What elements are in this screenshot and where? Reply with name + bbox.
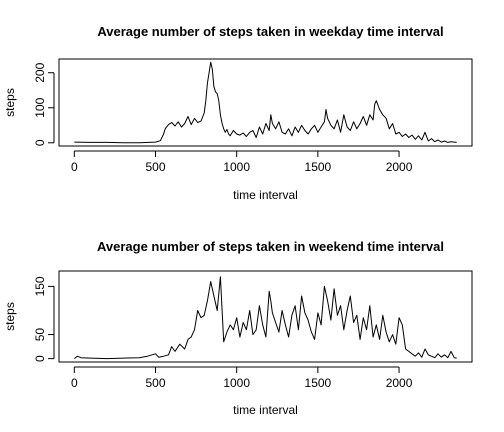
chart-2-x-tick-label: 1000 xyxy=(223,376,250,390)
chart-2-x-tick-label: 500 xyxy=(145,376,165,390)
chart-2-y-axis-label: steps xyxy=(3,302,17,331)
chart-2-frame xyxy=(58,270,473,363)
chart-1-x-axis-label: time interval xyxy=(233,188,298,202)
chart-2-x-tick-label: 0 xyxy=(71,376,78,390)
chart-1-title: Average number of steps taken in weekday… xyxy=(97,24,443,39)
chart-1-frame xyxy=(58,58,473,147)
chart-2-title: Average number of steps taken in weekend… xyxy=(97,239,444,254)
chart-2-y-tick-label: 0 xyxy=(33,355,47,362)
chart-1-y-axis-label: steps xyxy=(3,88,17,117)
chart-1-x-tick-label: 0 xyxy=(71,160,78,174)
chart-1-x-tick-label: 2000 xyxy=(386,160,413,174)
chart-1-x-tick-label: 1000 xyxy=(223,160,250,174)
chart-1-y-tick-label: 200 xyxy=(33,62,47,82)
chart-2-y-tick-label: 150 xyxy=(33,276,47,296)
chart-1-x-tick-label: 500 xyxy=(145,160,165,174)
chart-2-x-tick-label: 2000 xyxy=(386,376,413,390)
chart-1-y-tick-label: 100 xyxy=(33,97,47,117)
chart-2-x-axis-label: time interval xyxy=(233,403,298,417)
chart-1-x-tick-label: 1500 xyxy=(305,160,332,174)
chart-1-series-line xyxy=(74,61,457,144)
chart-2-x-tick-label: 1500 xyxy=(305,376,332,390)
chart-2-series-line xyxy=(74,276,457,360)
chart-1-y-tick-label: 0 xyxy=(33,139,47,146)
chart-2-y-tick-label: 50 xyxy=(33,328,47,342)
